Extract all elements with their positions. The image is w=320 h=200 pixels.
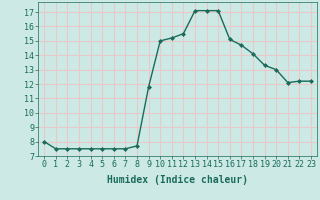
- X-axis label: Humidex (Indice chaleur): Humidex (Indice chaleur): [107, 175, 248, 185]
